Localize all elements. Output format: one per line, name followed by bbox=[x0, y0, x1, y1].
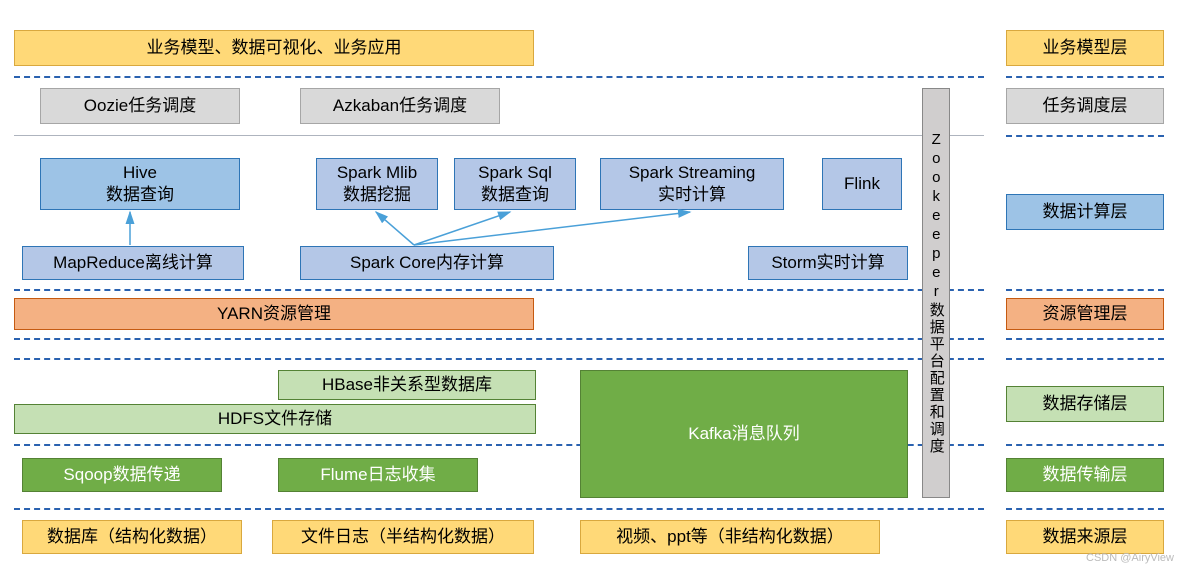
divider bbox=[1006, 289, 1164, 291]
divider bbox=[1006, 76, 1164, 78]
divider bbox=[1006, 358, 1164, 360]
sql-title: Spark Sql bbox=[478, 162, 552, 184]
stream-title: Spark Streaming bbox=[629, 162, 756, 184]
hive-title: Hive bbox=[123, 162, 157, 184]
box-flume: Flume日志收集 bbox=[278, 458, 478, 492]
box-sparksql: Spark Sql 数据查询 bbox=[454, 158, 576, 210]
stream-sub: 实时计算 bbox=[658, 184, 726, 206]
box-storm: Storm实时计算 bbox=[748, 246, 908, 280]
divider bbox=[14, 338, 984, 340]
label-src: 数据来源层 bbox=[1006, 520, 1164, 554]
divider bbox=[14, 76, 984, 78]
divider bbox=[1006, 508, 1164, 510]
divider bbox=[14, 135, 984, 136]
box-oozie: Oozie任务调度 bbox=[40, 88, 240, 124]
sql-sub: 数据查询 bbox=[481, 184, 549, 206]
label-res: 资源管理层 bbox=[1006, 298, 1164, 330]
watermark: CSDN @AiryView bbox=[1086, 552, 1174, 564]
label-calc: 数据计算层 bbox=[1006, 194, 1164, 230]
label-store: 数据存储层 bbox=[1006, 386, 1164, 422]
box-mapreduce: MapReduce离线计算 bbox=[22, 246, 244, 280]
mlib-title: Spark Mlib bbox=[337, 162, 417, 184]
box-src-video: 视频、ppt等（非结构化数据） bbox=[580, 520, 880, 554]
box-hdfs: HDFS文件存储 bbox=[14, 404, 536, 434]
divider bbox=[1006, 135, 1164, 137]
divider bbox=[1006, 444, 1164, 446]
box-src-log: 文件日志（半结构化数据） bbox=[272, 520, 534, 554]
box-src-db: 数据库（结构化数据） bbox=[22, 520, 242, 554]
label-trans: 数据传输层 bbox=[1006, 458, 1164, 492]
divider bbox=[14, 358, 984, 360]
box-hbase: HBase非关系型数据库 bbox=[278, 370, 536, 400]
box-mlib: Spark Mlib 数据挖掘 bbox=[316, 158, 438, 210]
box-kafka: Kafka消息队列 bbox=[580, 370, 908, 498]
box-flink: Flink bbox=[822, 158, 902, 210]
box-azkaban: Azkaban任务调度 bbox=[300, 88, 500, 124]
divider bbox=[14, 289, 984, 291]
zk-label: Zookeeper数据平台配置和调度 bbox=[926, 131, 946, 455]
box-business: 业务模型、数据可视化、业务应用 bbox=[14, 30, 534, 66]
mlib-sub: 数据挖掘 bbox=[343, 184, 411, 206]
box-sparkcore: Spark Core内存计算 bbox=[300, 246, 554, 280]
box-hive: Hive 数据查询 bbox=[40, 158, 240, 210]
divider bbox=[14, 508, 984, 510]
box-yarn: YARN资源管理 bbox=[14, 298, 534, 330]
label-biz: 业务模型层 bbox=[1006, 30, 1164, 66]
box-sparkstream: Spark Streaming 实时计算 bbox=[600, 158, 784, 210]
box-sqoop: Sqoop数据传递 bbox=[22, 458, 222, 492]
label-sched: 任务调度层 bbox=[1006, 88, 1164, 124]
hive-sub: 数据查询 bbox=[106, 184, 174, 206]
divider bbox=[1006, 338, 1164, 340]
box-zookeeper: Zookeeper数据平台配置和调度 bbox=[922, 88, 950, 498]
